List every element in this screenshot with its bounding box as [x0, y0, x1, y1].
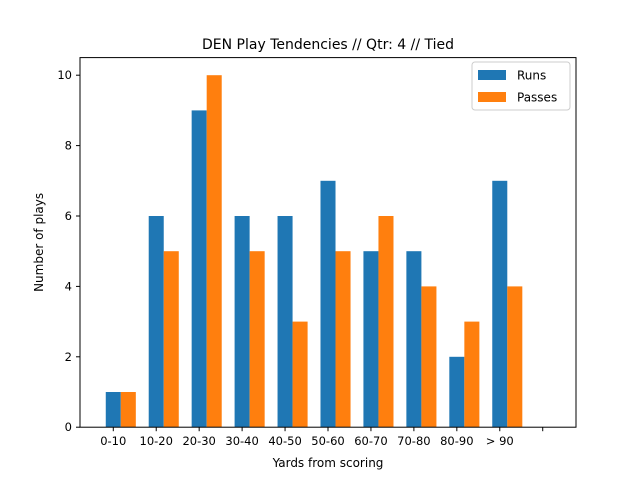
x-ticks: 0-10 10-20 20-30 30-40 40-50 50-60 60-70 70-80 8…: [100, 427, 544, 448]
bar-runs-4: [277, 216, 293, 428]
y-tick-label: 10: [57, 68, 72, 82]
legend-label-runs: Runs: [517, 69, 546, 83]
y-axis-label: Number of plays: [32, 193, 46, 292]
x-tick-label: 70-80: [397, 434, 430, 448]
y-tick-label: 0: [65, 420, 72, 434]
x-axis-label: Yards from scoring: [272, 456, 384, 470]
bar-runs-9: [492, 180, 508, 428]
x-tick-label: 60-70: [354, 434, 387, 448]
bar-runs-8: [449, 356, 465, 428]
bar-runs-6: [363, 251, 379, 428]
bar-passes-2: [206, 75, 222, 428]
bar-runs-1: [148, 216, 164, 428]
bars-group: [105, 75, 523, 428]
bar-passes-5: [335, 251, 351, 428]
bar-runs-5: [320, 180, 336, 428]
x-tick-label: 30-40: [225, 434, 258, 448]
x-tick-label: 20-30: [182, 434, 215, 448]
legend-label-passes: Passes: [517, 91, 557, 105]
bar-passes-8: [464, 321, 480, 428]
bar-passes-7: [421, 286, 437, 428]
x-tick-label: 10-20: [140, 434, 173, 448]
chart-title: DEN Play Tendencies // Qtr: 4 // Tied: [202, 37, 454, 53]
x-tick-label: 50-60: [311, 434, 344, 448]
bar-runs-7: [406, 251, 422, 428]
y-tick-label: 2: [65, 350, 72, 364]
y-tick-label: 6: [65, 209, 72, 223]
bar-passes-3: [249, 251, 265, 428]
y-ticks: 0 2 4 6 8 10: [57, 68, 80, 434]
bar-passes-4: [292, 321, 308, 428]
x-tick-label: 0-10: [100, 434, 126, 448]
legend-swatch-runs: [478, 70, 506, 80]
bar-passes-6: [378, 216, 394, 428]
x-tick-label: 40-50: [268, 434, 301, 448]
bar-runs-3: [234, 216, 250, 428]
y-tick-label: 4: [65, 279, 72, 293]
bar-runs-2: [191, 110, 207, 428]
legend-swatch-passes: [478, 92, 506, 102]
bar-passes-9: [507, 286, 523, 428]
bar-passes-0: [120, 392, 136, 428]
x-tick-label: > 90: [486, 434, 514, 448]
bar-passes-1: [163, 251, 179, 428]
y-tick-label: 8: [65, 139, 72, 153]
legend: Runs Passes: [471, 61, 571, 111]
x-tick-label: 80-90: [440, 434, 473, 448]
bar-runs-0: [105, 392, 121, 428]
